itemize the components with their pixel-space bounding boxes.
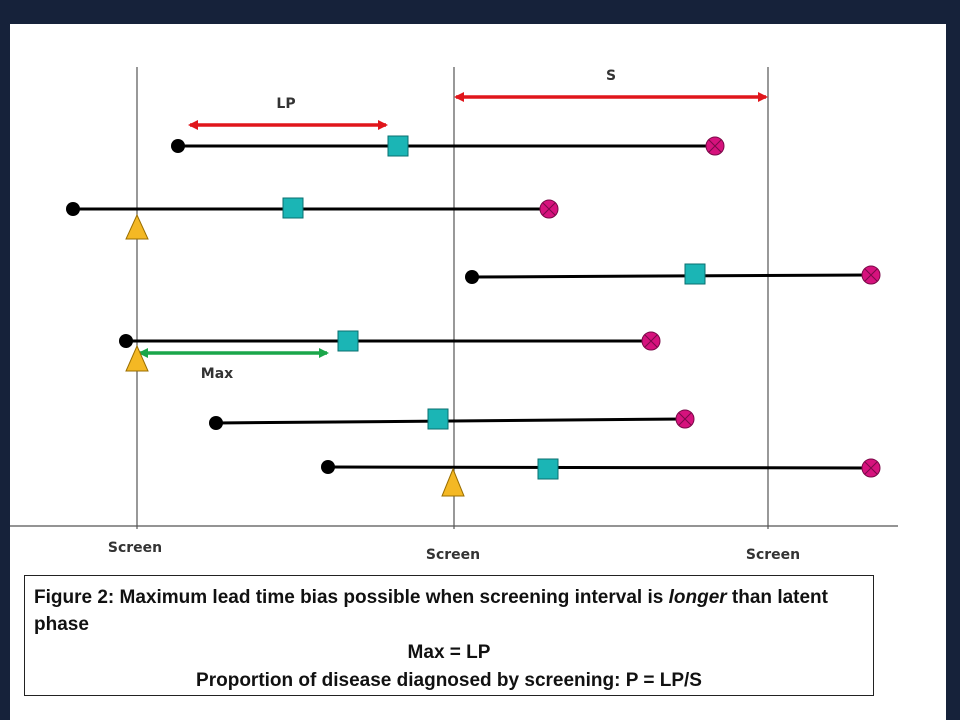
screen-detect-triangle xyxy=(441,467,465,497)
case-2 xyxy=(66,197,559,240)
case-1 xyxy=(171,135,725,157)
onset-square xyxy=(684,263,706,285)
start-dot xyxy=(209,416,223,430)
onset-square xyxy=(337,330,359,352)
screen-label-2: Screen xyxy=(426,547,480,563)
end-marker-icon xyxy=(861,458,881,478)
caption-emphasis: longer xyxy=(668,587,727,608)
end-marker-icon xyxy=(641,331,661,351)
max-label: Max xyxy=(201,366,233,382)
slide: LP S Max xyxy=(10,24,946,720)
onset-square xyxy=(387,135,409,157)
start-dot xyxy=(465,270,479,284)
onset-square xyxy=(537,458,559,480)
caption-title: Figure 2: Maximum lead time bias possibl… xyxy=(34,587,828,635)
start-dot xyxy=(321,460,335,474)
screen-label-3: Screen xyxy=(746,547,800,563)
onset-square xyxy=(427,408,449,430)
screen-detect-triangle xyxy=(125,213,149,240)
end-marker-icon xyxy=(705,136,725,156)
end-marker-icon xyxy=(539,199,559,219)
case-5 xyxy=(209,408,695,430)
s-label: S xyxy=(606,68,616,84)
figure-caption: Figure 2: Maximum lead time bias possibl… xyxy=(24,575,874,696)
end-marker-icon xyxy=(675,409,695,429)
start-dot xyxy=(171,139,185,153)
case-6 xyxy=(321,458,881,497)
start-dot xyxy=(119,334,133,348)
caption-proportion: Proportion of disease diagnosed by scree… xyxy=(196,670,702,691)
end-marker-icon xyxy=(861,265,881,285)
screen-detect-triangle xyxy=(125,344,149,372)
case-4 xyxy=(119,330,661,372)
start-dot xyxy=(66,202,80,216)
case-3 xyxy=(465,263,881,285)
lp-label: LP xyxy=(276,96,295,112)
lead-time-diagram: LP S Max xyxy=(10,67,898,563)
onset-square xyxy=(282,197,304,219)
caption-formula: Max = LP xyxy=(407,642,491,663)
screen-label-1: Screen xyxy=(108,540,162,556)
